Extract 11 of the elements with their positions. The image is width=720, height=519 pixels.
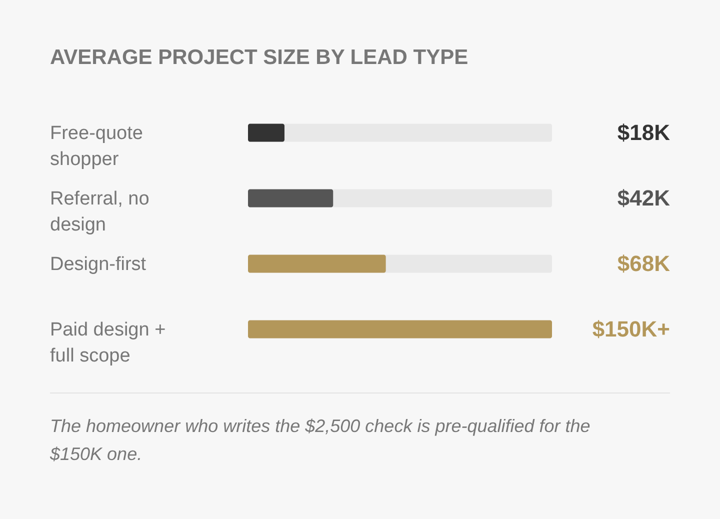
- bar: [248, 124, 284, 142]
- y-tick-label: Free-quote shopper: [50, 122, 143, 170]
- data-label: $150K+: [592, 316, 670, 342]
- y-tick-label: Design-first: [50, 254, 147, 275]
- y-tick-label: Referral, no design: [50, 188, 150, 236]
- data-label: $18K: [617, 120, 670, 145]
- text: The homeowner who writes the $2,500 check is pre-qualified for the $150K one.: [49, 416, 590, 464]
- data-label: $68K: [617, 250, 670, 276]
- data-label: $42K: [617, 185, 670, 210]
- y-tick-label: Paid design + full scope: [50, 319, 166, 366]
- chart-title: AVERAGE PROJECT SIZE BY LEAD TYPE: [50, 46, 468, 69]
